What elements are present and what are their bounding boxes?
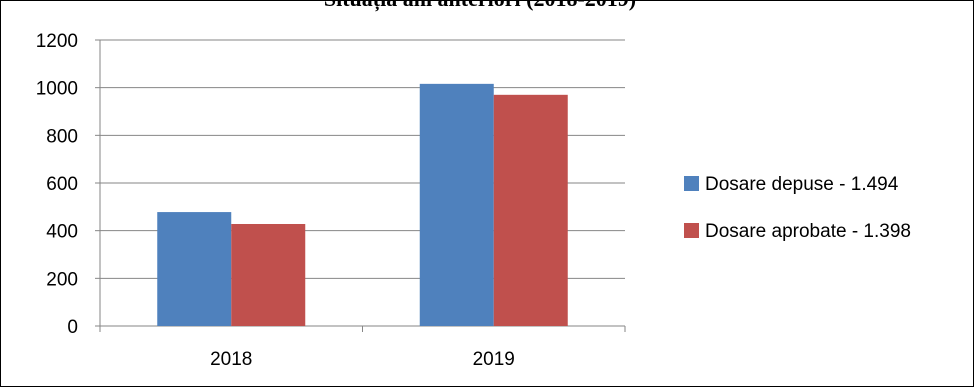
bar-dosare-depuse-2018 [157, 212, 232, 326]
y-tick-label: 1000 [36, 79, 78, 100]
bars [157, 83, 568, 326]
legend-label: Dosare depuse - 1.494 [705, 174, 899, 195]
legend: Dosare depuse - 1.494 Dosare aprobate - 1… [684, 174, 911, 242]
legend-swatch [684, 176, 699, 191]
y-axis-ticks: 0 200 400 600 800 1000 1200 [36, 31, 78, 338]
legend-swatch [684, 223, 699, 238]
x-tick-label: 2018 [210, 349, 252, 370]
legend-label: Dosare aprobate - 1.398 [705, 221, 911, 242]
x-tick-label: 2019 [473, 349, 515, 370]
y-tick-label: 0 [67, 317, 78, 338]
y-tick-label: 800 [46, 126, 78, 147]
chart-title: Situația ani anteriori (2018-2019) [324, 0, 636, 12]
y-tick-label: 200 [46, 269, 78, 290]
y-tick-label: 400 [46, 222, 78, 243]
y-tick-label: 600 [46, 174, 78, 195]
x-axis-ticks: 2018 2019 [210, 349, 515, 370]
bar-dosare-aprobate-2019 [493, 94, 568, 326]
y-tick-label: 1200 [36, 31, 78, 52]
bar-dosare-depuse-2019 [419, 83, 494, 326]
bar-dosare-aprobate-2018 [231, 223, 306, 326]
